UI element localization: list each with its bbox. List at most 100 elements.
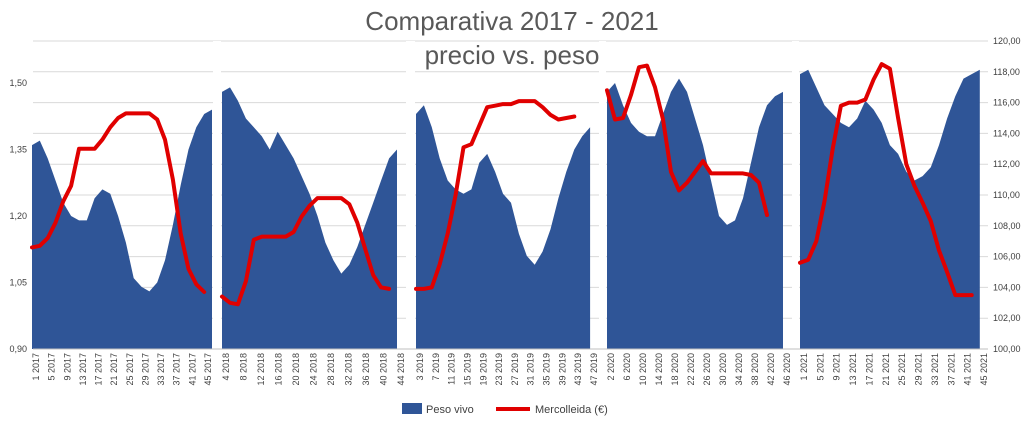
x-tick-label: 13 2017 (78, 353, 88, 386)
x-tick-label: 7 2019 (431, 353, 441, 381)
x-tick-label: 16 2018 (274, 353, 284, 386)
x-tick-label: 5 2017 (47, 353, 57, 381)
x-tick-label: 9 2017 (62, 353, 72, 381)
x-tick-label: 29 2017 (141, 353, 151, 386)
y-left-tick-label: 1,50 (9, 78, 27, 88)
x-tick-label: 45 2021 (979, 353, 989, 386)
x-tick-label: 43 2019 (573, 353, 583, 386)
peso-vivo-areas (32, 69, 980, 350)
x-tick-label: 22 2020 (686, 353, 696, 386)
y-left-tick-label: 0,90 (9, 344, 27, 354)
x-tick-label: 46 2020 (782, 353, 792, 386)
y-axis-right: 100,00 102,00 104,00 106,00 108,00 110,00 112,… (993, 36, 1021, 354)
mercolleida-line-2018 (220, 196, 392, 307)
x-tick-label: 17 2017 (94, 353, 104, 386)
x-tick-label: 44 2018 (396, 353, 406, 386)
chart-subtitle: precio vs. peso (425, 40, 600, 70)
year-separators (33, 41, 988, 350)
x-tick-label: 34 2020 (734, 353, 744, 386)
x-tick-label: 15 2019 (463, 353, 473, 386)
x-tick-label: 13 2021 (848, 353, 858, 386)
x-tick-label: 6 2020 (622, 353, 632, 381)
x-tick-label: 1 2017 (31, 353, 41, 381)
x-tick-label: 33 2021 (930, 353, 940, 386)
x-tick-label: 28 2018 (326, 353, 336, 386)
legend-swatch-peso-vivo (402, 403, 422, 414)
legend-label-peso-vivo: Peso vivo (426, 404, 474, 416)
mercolleida-line-2020 (605, 63, 769, 217)
x-tick-label: 41 2017 (187, 353, 197, 386)
x-tick-label: 41 2021 (963, 353, 973, 386)
mercolleida-line-2019 (414, 99, 577, 291)
legend: Peso vivo Mercolleida (€) (402, 403, 608, 416)
x-tick-label: 24 2018 (309, 353, 319, 386)
y-right-tick-label: 120,00 (993, 36, 1021, 46)
y-right-tick-label: 114,00 (993, 128, 1020, 138)
x-tick-label: 21 2017 (109, 353, 119, 386)
peso-vivo-area-2018 (222, 87, 397, 350)
x-tick-label: 18 2020 (670, 353, 680, 386)
y-right-tick-label: 112,00 (993, 159, 1020, 169)
chart-title: Comparativa 2017 - 2021 (365, 6, 658, 36)
y-right-tick-label: 106,00 (993, 252, 1021, 262)
peso-vivo-area-2020 (607, 78, 783, 349)
y-right-tick-label: 110,00 (993, 190, 1020, 200)
y-right-tick-label: 104,00 (993, 282, 1021, 292)
peso-vivo-area-2019 (416, 105, 591, 349)
x-tick-label: 19 2019 (478, 353, 488, 386)
x-tick-label: 8 2018 (239, 353, 249, 381)
x-tick-label: 9 2021 (832, 353, 842, 381)
y-right-tick-label: 118,00 (993, 67, 1020, 77)
x-tick-label: 10 2020 (638, 353, 648, 386)
y-right-tick-label: 100,00 (993, 344, 1021, 354)
x-tick-label: 37 2017 (172, 353, 182, 386)
x-tick-label: 31 2019 (526, 353, 536, 386)
x-tick-label: 3 2019 (415, 353, 425, 381)
peso-vivo-area-2017 (32, 109, 212, 349)
x-tick-label: 38 2020 (750, 353, 760, 386)
y-left-tick-label: 1,35 (9, 145, 27, 155)
x-tick-label: 12 2018 (256, 353, 266, 386)
year-gap (213, 41, 221, 349)
x-tick-label: 47 2019 (589, 353, 599, 386)
y-right-tick-label: 102,00 (993, 313, 1021, 323)
y-right-tick-label: 108,00 (993, 221, 1021, 231)
x-tick-label: 36 2018 (361, 353, 371, 386)
x-tick-label: 21 2021 (881, 353, 891, 386)
y-axis-left: 0,90 1,05 1,20 1,35 1,50 (9, 78, 27, 354)
peso-vivo-area-2021 (800, 69, 980, 349)
x-tick-label: 20 2018 (291, 353, 301, 386)
x-tick-label: 25 2017 (125, 353, 135, 386)
x-tick-label: 35 2019 (542, 353, 552, 386)
x-tick-label: 11 2019 (447, 353, 457, 385)
x-tick-label: 17 2021 (865, 353, 875, 386)
x-tick-label: 30 2020 (718, 353, 728, 386)
year-gap (406, 41, 415, 349)
x-tick-label: 4 2018 (221, 353, 231, 381)
x-axis-labels: 1 2017 5 2017 9 2017 13 2017 17 2017 21 2017 2… (31, 353, 989, 386)
y-left-tick-label: 1,20 (9, 211, 27, 221)
x-tick-label: 14 2020 (654, 353, 664, 386)
mercolleida-line-2017 (30, 111, 207, 294)
mercolleida-line-2021 (798, 62, 974, 298)
x-tick-label: 1 2021 (799, 353, 809, 381)
x-tick-label: 23 2019 (494, 353, 504, 386)
year-gap (792, 41, 799, 349)
y-left-tick-label: 1,05 (9, 278, 27, 288)
x-tick-label: 39 2019 (557, 353, 567, 386)
x-tick-label: 42 2020 (766, 353, 776, 386)
x-tick-label: 5 2021 (815, 353, 825, 381)
x-tick-label: 2 2020 (606, 353, 616, 381)
x-tick-label: 29 2021 (914, 353, 924, 386)
x-tick-label: 25 2021 (897, 353, 907, 386)
x-tick-label: 32 2018 (344, 353, 354, 386)
x-tick-label: 33 2017 (156, 353, 166, 386)
x-tick-label: 27 2019 (510, 353, 520, 386)
x-tick-label: 40 2018 (379, 353, 389, 386)
year-gap (599, 41, 606, 349)
x-tick-label: 37 2021 (946, 353, 956, 386)
y-right-tick-label: 116,00 (993, 98, 1020, 108)
legend-label-mercolleida: Mercolleida (€) (535, 404, 608, 416)
mercolleida-lines (30, 62, 974, 307)
